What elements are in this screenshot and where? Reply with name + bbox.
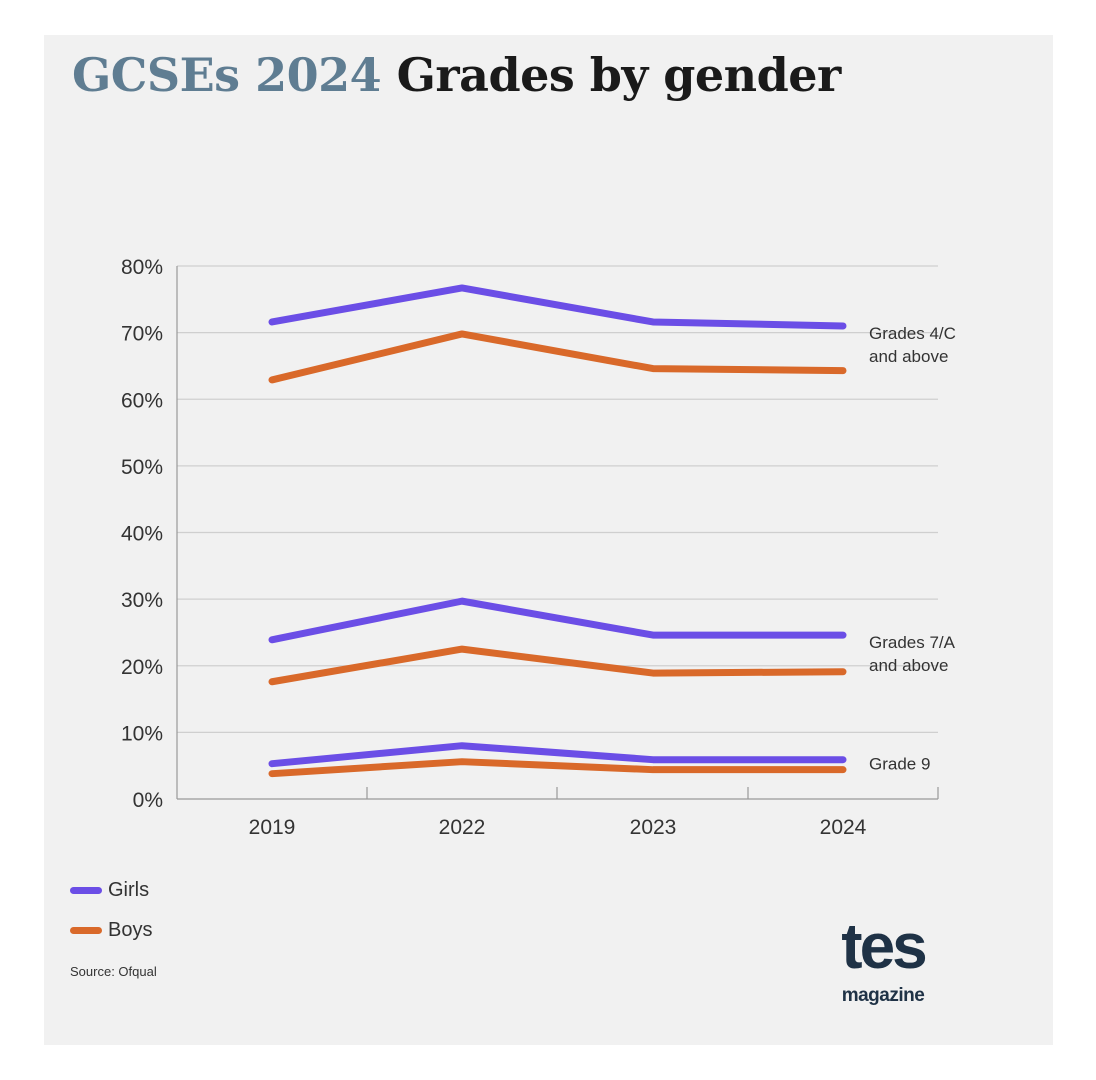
y-tick-label: 40% <box>121 523 163 546</box>
series-line-boys <box>268 330 847 384</box>
y-tick-label: 70% <box>121 323 163 346</box>
y-tick-label: 80% <box>121 256 163 279</box>
x-tick-label: 2023 <box>630 816 677 839</box>
legend: Girls Boys <box>70 870 152 950</box>
y-tick-label: 0% <box>133 789 163 812</box>
series-line-girls <box>268 284 847 330</box>
legend-label: Boys <box>108 918 153 941</box>
series-line-boys <box>268 758 847 778</box>
x-tick-label: 2024 <box>820 816 867 839</box>
girls-swatch <box>70 886 102 894</box>
group-label: and above <box>869 347 948 366</box>
group-label: and above <box>869 656 948 675</box>
group-label: Grades 7/A <box>869 633 956 652</box>
chart-title: GCSEs 2024 Grades by gender <box>72 48 841 102</box>
title-highlight: GCSEs 2024 <box>72 48 382 102</box>
series-line-boys <box>268 645 847 686</box>
x-tick-label: 2022 <box>439 816 486 839</box>
logo-sub: magazine <box>841 985 925 1006</box>
title-rest: Grades by gender <box>396 48 842 102</box>
legend-label: Girls <box>108 878 150 901</box>
x-tick-label: 2019 <box>249 816 296 839</box>
group-label: Grade 9 <box>869 755 930 774</box>
boys-swatch <box>70 926 102 934</box>
legend-item-girls: Girls <box>70 870 152 910</box>
y-tick-label: 50% <box>121 456 163 479</box>
y-tick-label: 10% <box>121 722 163 745</box>
series-line-girls <box>268 742 847 768</box>
tes-magazine-logo: tes magazine <box>828 908 938 1008</box>
y-tick-label: 20% <box>121 656 163 679</box>
y-tick-label: 30% <box>121 589 163 612</box>
series-line-girls <box>268 597 847 644</box>
chart-panel <box>44 35 1053 1045</box>
legend-item-boys: Boys <box>70 910 152 950</box>
y-tick-label: 60% <box>121 389 163 412</box>
logo-main: tes <box>841 910 928 982</box>
source-note: Source: Ofqual <box>70 964 157 979</box>
group-label: Grades 4/C <box>869 324 956 343</box>
